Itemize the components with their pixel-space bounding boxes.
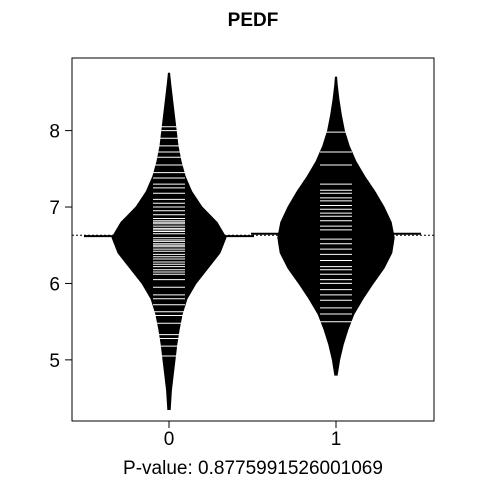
y-tick-label-8: 8	[49, 122, 60, 143]
y-axis: 5 6 7 8	[49, 122, 72, 372]
x-tick-label-0: 0	[164, 429, 175, 450]
beans-layer	[84, 72, 421, 410]
plot-frame	[71, 57, 435, 422]
y-tick-label-7: 7	[49, 198, 60, 219]
bean-group-1	[251, 76, 421, 376]
chart-title: PEDF	[228, 10, 279, 31]
y-tick-label-5: 5	[49, 351, 60, 372]
bean-group-0	[84, 72, 254, 410]
x-axis-label: P-value: 0.8775991526001069	[123, 458, 383, 479]
y-tick-label-6: 6	[49, 274, 60, 295]
x-tick-label-1: 1	[331, 429, 342, 450]
